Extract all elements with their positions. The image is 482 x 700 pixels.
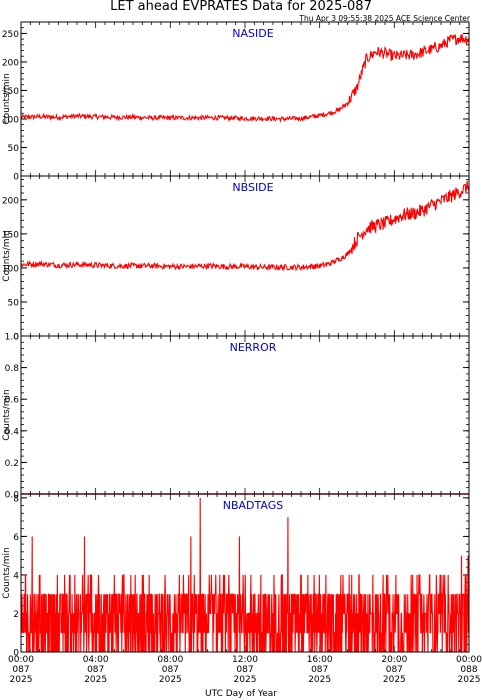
y-tick-label: 0.6 (5, 396, 20, 406)
panel-nbadtags: 0 2 4 6 8 NBADTAGS Counts/min (2, 493, 470, 659)
y-tick-label: 150 (2, 87, 19, 97)
x-tick-year: 2025 (10, 675, 33, 685)
y-tick-label: 50 (8, 298, 20, 308)
x-tick-doy: 087 (12, 665, 29, 675)
panel-frame (20, 21, 470, 177)
x-tick-year: 2025 (383, 675, 406, 685)
x-axis-label: UTC Day of Year (205, 689, 277, 699)
panel-frame (20, 493, 470, 653)
panel-frame (20, 175, 470, 337)
timestamp-label: Thu Apr 3 09:55:38 2025 ACE Science Cent… (298, 14, 471, 23)
y-axis-label: Counts/min (2, 547, 12, 598)
x-tick-time: 12:00 (232, 655, 258, 665)
x-tick-doy: 087 (236, 665, 253, 675)
figure-title: LET ahead EVPRATES Data for 2025-087 (110, 0, 372, 14)
y-tick-label: 250 (2, 30, 19, 40)
x-tick-time: 08:00 (157, 655, 183, 665)
y-tick-label: 6 (13, 533, 19, 543)
series-line-naside (20, 34, 470, 124)
y-tick-label: 0 (13, 333, 19, 343)
y-tick-label: 0 (13, 649, 19, 659)
x-tick-doy: 087 (386, 665, 403, 675)
y-axis-label: Counts/min (2, 73, 12, 124)
y-tick-label: 200 (2, 196, 19, 206)
x-tick-year: 2025 (234, 675, 257, 685)
x-tick-year: 2025 (159, 675, 182, 685)
y-tick-label: 150 (2, 230, 19, 240)
y-tick-label: 2 (13, 610, 19, 620)
panel-label: NBSIDE (232, 181, 273, 194)
x-tick-time: 16:00 (307, 655, 333, 665)
panel-nbside: 0 50 100 150 200 NBSIDE Counts/min (2, 175, 470, 343)
y-tick-label: 8 (13, 494, 19, 504)
y-tick-label: 0.4 (5, 427, 20, 437)
panel-label: NBADTAGS (223, 499, 283, 512)
x-tick-doy: 087 (87, 665, 104, 675)
panel-label: NERROR (230, 341, 277, 354)
y-tick-label: 0.2 (5, 459, 19, 469)
y-tick-label: 100 (2, 115, 19, 125)
y-tick-label: 200 (2, 58, 19, 68)
x-tick-doy: 087 (162, 665, 179, 675)
panel-frame (20, 335, 470, 495)
x-tick-time: 00:00 (8, 655, 34, 665)
y-axis-label: Counts/min (2, 389, 12, 440)
y-tick-label: 0.0 (5, 491, 20, 501)
y-tick-label: 50 (8, 144, 20, 154)
x-tick-doy: 087 (311, 665, 328, 675)
y-tick-label: 0.8 (5, 364, 20, 374)
y-tick-label: 0 (13, 173, 19, 183)
y-tick-label: 1.0 (5, 333, 20, 343)
panel-label: NASIDE (232, 27, 273, 40)
y-tick-label: 100 (2, 264, 19, 274)
series-line-nbside (20, 180, 470, 272)
x-tick-time: 00:00 (456, 655, 482, 665)
x-tick-year: 2025 (458, 675, 481, 685)
panel-nerror: 0.0 0.2 0.4 0.6 0.8 1.0 NERROR Counts/min (2, 333, 470, 501)
x-axis-group: 00:00087202504:00087202508:00087202512:0… (8, 655, 482, 685)
x-tick-doy: 088 (460, 665, 477, 675)
x-tick-time: 20:00 (381, 655, 407, 665)
y-tick-label: 4 (13, 571, 19, 581)
x-tick-year: 2025 (308, 675, 331, 685)
y-axis-label: Counts/min (2, 230, 12, 281)
panel-naside: 0 50 100 150 200 250 NASIDE Counts/min (2, 21, 470, 183)
x-tick-year: 2025 (84, 675, 107, 685)
panels-group: 0 50 100 150 200 250 NASIDE Counts/min 0 50 100 150… (2, 21, 470, 659)
series-line-nbadtags (20, 497, 470, 653)
x-tick-time: 04:00 (83, 655, 109, 665)
